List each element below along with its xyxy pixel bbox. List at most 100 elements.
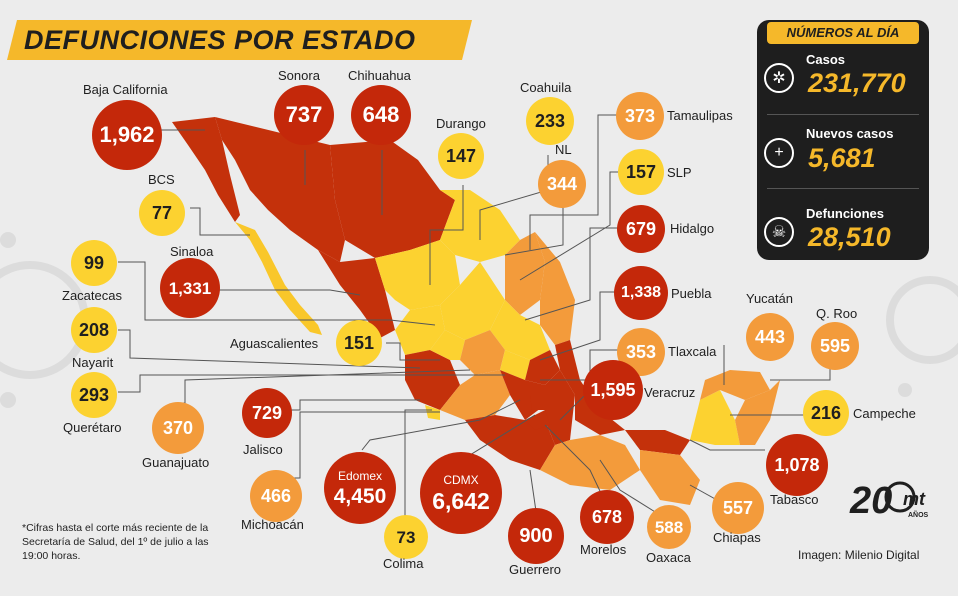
bubble-slp: 157: [618, 149, 664, 195]
label-qroo: Q. Roo: [816, 306, 858, 321]
label-zacatecas: Zacatecas: [62, 288, 122, 303]
bubble-cdmx: CDMX 6,642: [420, 452, 502, 534]
label-chiapas: Chiapas: [713, 530, 761, 545]
panel-divider: [767, 114, 919, 115]
bubble-coahuila: 233: [526, 97, 574, 145]
state-sonora: [215, 117, 345, 262]
label-oaxaca: Oaxaca: [646, 550, 691, 565]
bubble-colima: 73: [384, 515, 428, 559]
logo-anos: AÑOS: [908, 510, 929, 519]
label-tabasco: Tabasco: [770, 492, 819, 507]
new-cases-label: Nuevos casos: [806, 126, 894, 141]
state-veracruz: [555, 340, 625, 435]
new-cases-value: 5,681: [808, 143, 876, 173]
bubble-veracruz: 1,595: [583, 360, 643, 420]
state-michoacan: [440, 370, 510, 420]
label-jalisco: Jalisco: [243, 442, 283, 457]
label-guerrero: Guerrero: [509, 562, 562, 577]
bubble-tabasco: 1,078: [766, 434, 828, 496]
state-zacatecas: [440, 262, 505, 340]
state-queretaro: [500, 350, 530, 380]
bubble-yucatan: 443: [746, 313, 794, 361]
label-nl: NL: [555, 142, 572, 157]
plus-icon: +: [764, 138, 794, 168]
state-cdmx: [530, 395, 545, 410]
image-credit: Imagen: Milenio Digital: [798, 548, 920, 562]
cdmx-bubble-value: 6,642: [432, 487, 490, 514]
state-jalisco: [405, 350, 460, 410]
bubble-zacatecas: 99: [71, 240, 117, 286]
edomex-bubble-value: 4,450: [333, 484, 387, 508]
label-sonora: Sonora: [278, 68, 320, 83]
label-campeche: Campeche: [853, 406, 916, 421]
cases-value: 231,770: [808, 68, 906, 98]
state-hidalgo: [525, 350, 560, 385]
label-durango: Durango: [436, 116, 486, 131]
label-slp: SLP: [667, 165, 692, 180]
state-yucatan: [700, 370, 770, 400]
bubble-puebla: 1,338: [614, 266, 668, 320]
page-title: DEFUNCIONES POR ESTADO: [24, 25, 416, 55]
bubble-queretaro: 293: [71, 372, 117, 418]
label-bcs: BCS: [148, 172, 175, 187]
state-puebla: [545, 370, 575, 445]
label-guanajuato: Guanajuato: [142, 455, 210, 470]
bubble-edomex: Edomex 4,450: [324, 452, 396, 524]
label-aguascalientes: Aguascalientes: [230, 336, 319, 351]
label-tamaulipas: Tamaulipas: [667, 108, 733, 123]
state-baja-california: [172, 117, 240, 222]
label-colima: Colima: [383, 556, 424, 571]
bubble-chiapas: 557: [712, 482, 764, 534]
state-tamaulipas: [535, 232, 575, 345]
state-aguascalientes: [430, 330, 465, 360]
bubble-chihuahua: 648: [351, 85, 411, 145]
bubble-tlaxcala: 353: [617, 328, 665, 376]
state-chihuahua: [330, 140, 455, 258]
state-qroo: [735, 380, 780, 445]
label-chihuahua: Chihuahua: [348, 68, 411, 83]
bubble-nayarit: 208: [71, 307, 117, 353]
bubble-jalisco: 729: [242, 388, 292, 438]
label-coahuila: Coahuila: [520, 80, 572, 95]
bubble-guerrero: 900: [508, 508, 564, 564]
bubble-qroo: 595: [811, 322, 859, 370]
label-baja-california: Baja California: [83, 82, 168, 97]
bubble-bcs: 77: [139, 190, 185, 236]
logo-mt: mt: [903, 489, 926, 509]
bubble-nl: 344: [538, 160, 586, 208]
virus-icon: ✲: [764, 63, 794, 93]
label-tlaxcala: Tlaxcala: [668, 344, 717, 359]
state-oaxaca: [540, 435, 640, 490]
state-guanajuato: [460, 330, 505, 375]
label-nayarit: Nayarit: [72, 355, 114, 370]
label-morelos: Morelos: [580, 542, 627, 557]
state-guerrero: [465, 415, 555, 470]
skull-icon: ☠: [764, 217, 794, 247]
label-michoacan: Michoacán: [241, 517, 304, 532]
numbers-panel-heading: NÚMEROS AL DÍA: [767, 22, 919, 44]
label-yucatan: Yucatán: [746, 291, 793, 306]
label-queretaro: Querétaro: [63, 420, 122, 435]
label-sinaloa: Sinaloa: [170, 244, 214, 259]
state-tabasco: [625, 430, 690, 455]
bubble-hidalgo: 679: [617, 205, 665, 253]
state-campeche: [690, 390, 740, 445]
bubble-aguascalientes: 151: [336, 320, 382, 366]
cdmx-bubble-label: CDMX: [443, 472, 479, 487]
cases-label: Casos: [806, 52, 846, 67]
bubble-sonora: 737: [274, 85, 334, 145]
state-bcs: [235, 222, 322, 335]
state-nuevo-leon: [505, 232, 545, 315]
bubble-guanajuato: 370: [152, 402, 204, 454]
panel-divider: [767, 188, 919, 189]
bubble-michoacan: 466: [250, 470, 302, 522]
state-chiapas: [640, 450, 700, 505]
edomex-bubble-label: Edomex: [337, 468, 383, 483]
bubble-baja-california: 1,962: [92, 100, 162, 170]
label-puebla: Puebla: [671, 286, 712, 301]
state-slp: [490, 300, 550, 360]
state-nayarit: [395, 305, 445, 355]
deaths-label: Defunciones: [806, 206, 885, 221]
